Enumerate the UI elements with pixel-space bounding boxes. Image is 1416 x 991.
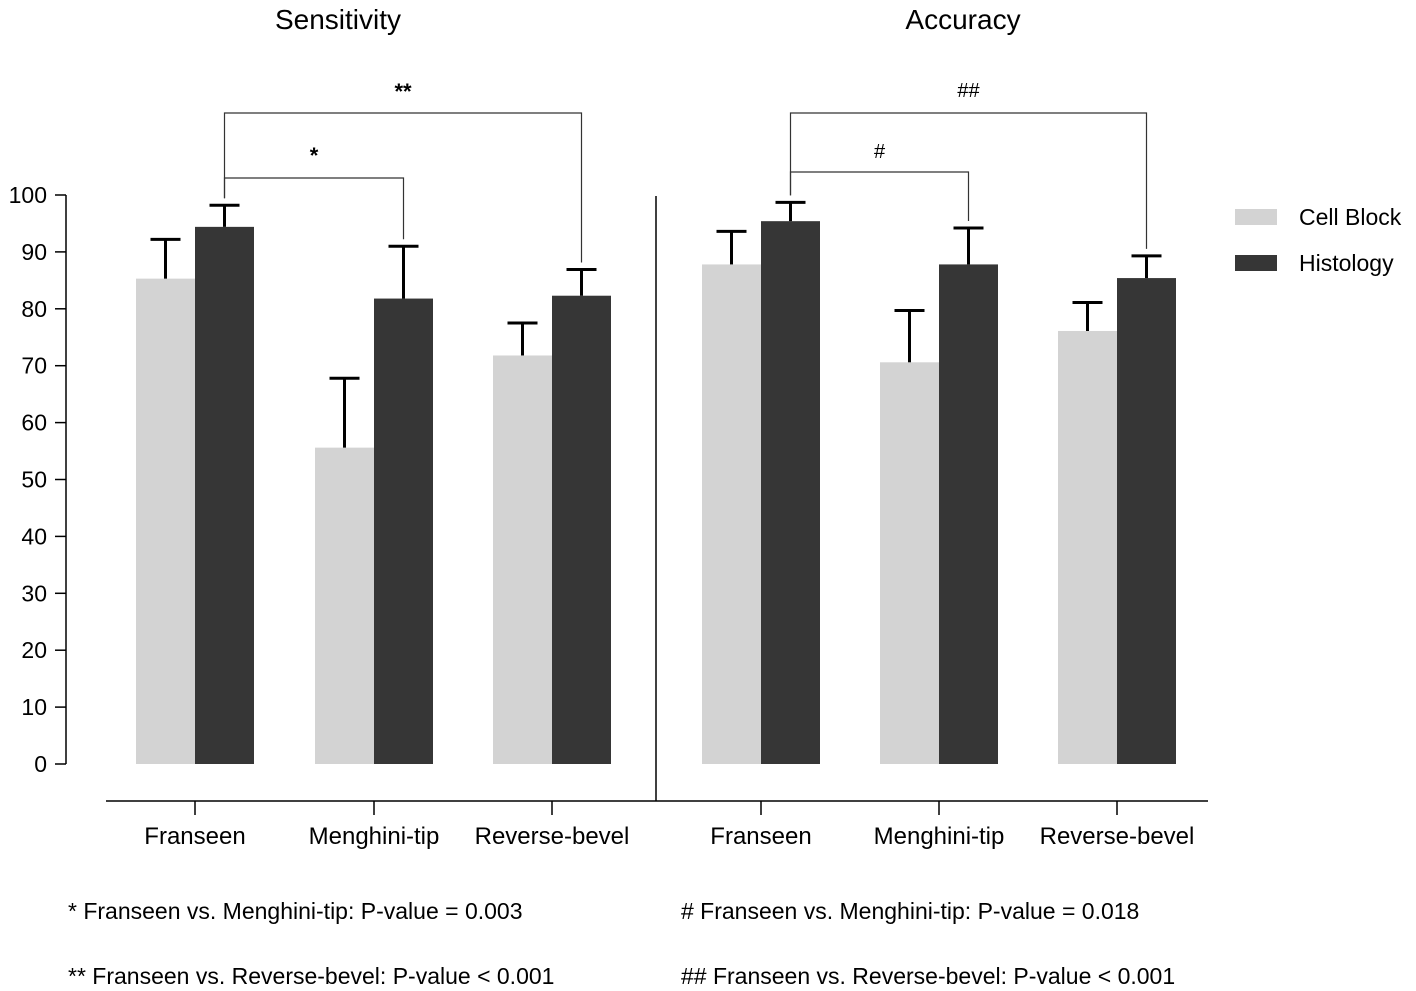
bars-group: ***### [136, 79, 1176, 764]
y-tick-label-50: 50 [21, 467, 47, 493]
legend-label-cell-block: Cell Block [1299, 204, 1402, 230]
panel-title-sensitivity: Sensitivity [275, 4, 401, 35]
x-tick-label-accuracy-menghini-tip: Menghini-tip [874, 823, 1005, 850]
bar-accuracy-reverse-bevel-histology [1117, 278, 1176, 764]
bar-sensitivity-franseen-histology [195, 226, 254, 764]
bar-sensitivity-menghini-tip-histology [374, 298, 433, 764]
bar-accuracy-franseen-histology [761, 221, 820, 764]
y-axis-ticks: 0 10 20 30 40 50 60 70 80 90 100 [9, 182, 66, 777]
legend-swatch-histology [1235, 255, 1277, 271]
panel-title-accuracy: Accuracy [905, 4, 1020, 35]
x-axis-ticks: Franseen Menghini-tip Reverse-bevel Fransee… [144, 801, 1194, 850]
x-tick-label-accuracy-franseen: Franseen [710, 823, 811, 850]
y-tick-label-80: 80 [21, 296, 47, 322]
y-tick-label-60: 60 [21, 410, 47, 436]
significance-label-accuracy-2: ## [957, 80, 980, 102]
significance-label-accuracy-1: # [874, 141, 886, 163]
x-tick-label-sensitivity-reverse-bevel: Reverse-bevel [475, 823, 630, 850]
x-tick-label-sensitivity-franseen: Franseen [144, 823, 245, 850]
bar-sensitivity-reverse-bevel-histology [552, 295, 611, 764]
y-tick-label-70: 70 [21, 353, 47, 379]
bar-accuracy-franseen-cell-block [702, 264, 761, 764]
bar-sensitivity-reverse-bevel-cell-block [493, 355, 552, 764]
x-tick-label-accuracy-reverse-bevel: Reverse-bevel [1040, 823, 1195, 850]
significance-label-sensitivity-1: * [310, 143, 319, 168]
legend-label-histology: Histology [1299, 250, 1394, 276]
y-tick-label-10: 10 [21, 694, 47, 720]
bar-accuracy-menghini-tip-histology [939, 264, 998, 764]
significance-bracket-accuracy-1 [789, 171, 970, 222]
y-tick-label-0: 0 [34, 751, 47, 777]
bar-accuracy-reverse-bevel-cell-block [1058, 330, 1117, 764]
y-tick-label-100: 100 [9, 182, 47, 208]
legend-swatch-cell-block [1235, 209, 1277, 225]
y-tick-label-40: 40 [21, 523, 47, 549]
x-tick-label-sensitivity-menghini-tip: Menghini-tip [309, 823, 440, 850]
bar-sensitivity-franseen-cell-block [136, 278, 195, 764]
significance-bracket-sensitivity-2 [223, 112, 583, 263]
y-tick-label-20: 20 [21, 637, 47, 663]
y-tick-label-90: 90 [21, 239, 47, 265]
footnote-hash: # Franseen vs. Menghini-tip: P-value = 0… [681, 898, 1139, 924]
footnote-double-star: ** Franseen vs. Reverse-bevel: P-value <… [68, 963, 554, 989]
footnote-star: * Franseen vs. Menghini-tip: P-value = 0… [68, 898, 523, 924]
significance-bracket-accuracy-2 [789, 112, 1148, 249]
footnote-double-hash: ## Franseen vs. Reverse-bevel: P-value <… [681, 963, 1175, 989]
bar-accuracy-menghini-tip-cell-block [880, 362, 939, 764]
y-tick-label-30: 30 [21, 580, 47, 606]
legend: Cell Block Histology [1235, 204, 1402, 276]
bar-sensitivity-menghini-tip-cell-block [315, 447, 374, 764]
significance-label-sensitivity-2: ** [394, 79, 412, 104]
